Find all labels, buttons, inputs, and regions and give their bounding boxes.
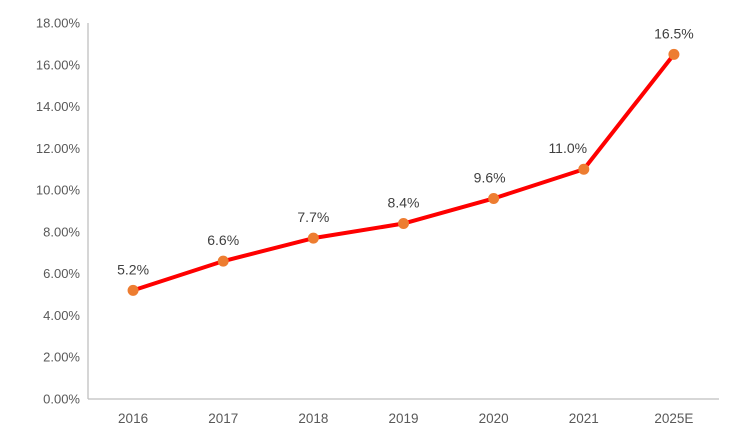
y-tick-label: 0.00%: [43, 392, 80, 407]
data-point-marker: [578, 163, 590, 175]
y-tick-label: 4.00%: [43, 308, 80, 323]
x-category-label: 2016: [118, 411, 148, 426]
y-tick-label: 14.00%: [36, 99, 81, 114]
y-tick-label: 2.00%: [43, 350, 80, 365]
x-category-label: 2025E: [654, 411, 693, 426]
data-point-marker: [668, 48, 680, 60]
x-category-label: 2021: [569, 411, 599, 426]
data-point-label: 16.5%: [654, 25, 694, 41]
data-point-label: 5.2%: [117, 261, 149, 277]
data-point-label: 9.6%: [474, 169, 506, 185]
y-tick-label: 8.00%: [43, 224, 80, 239]
data-point-marker: [488, 192, 500, 204]
data-point-label: 7.7%: [297, 209, 329, 225]
data-point-label: 11.0%: [548, 140, 587, 156]
data-point-label: 6.6%: [207, 232, 239, 248]
y-tick-label: 12.00%: [36, 141, 81, 156]
y-tick-label: 6.00%: [43, 266, 80, 281]
data-point-marker: [127, 284, 139, 296]
data-point-marker: [217, 255, 229, 267]
y-tick-label: 18.00%: [36, 16, 81, 31]
y-tick-label: 16.00%: [36, 57, 81, 72]
data-line: [131, 52, 676, 293]
x-category-label: 2020: [479, 411, 509, 426]
y-tick-label: 10.00%: [36, 183, 81, 198]
data-point-marker: [398, 218, 409, 230]
x-category-label: 2017: [208, 411, 238, 426]
data-point-label: 8.4%: [388, 195, 420, 211]
x-category-label: 2019: [388, 411, 418, 426]
data-point-marker: [307, 232, 319, 244]
x-category-label: 2018: [298, 411, 328, 426]
